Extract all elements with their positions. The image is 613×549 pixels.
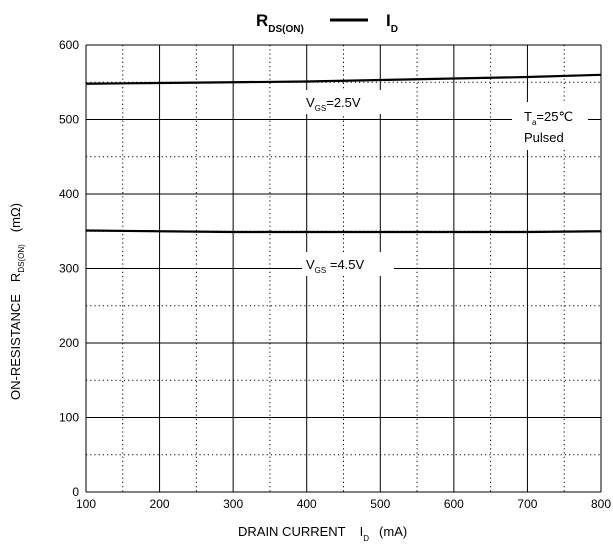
title-right-sub: D [391, 24, 398, 35]
conditions-annotation: Ta=25℃ Pulsed [512, 102, 588, 150]
y-axis-label-symbol: R [8, 273, 23, 282]
series-label-value: =2.5V [326, 95, 361, 110]
y-tick-label: 600 [59, 38, 79, 52]
title-left-main: R [256, 11, 268, 30]
title-right-main: I [386, 11, 391, 30]
series-line-2 [85, 229, 602, 234]
series-label-bg [302, 90, 398, 114]
series-label-main: V [306, 95, 315, 110]
series-label-bg [302, 252, 394, 276]
ta-main: T [524, 109, 532, 124]
svg-text:RDS(ON): RDS(ON) [256, 11, 304, 35]
x-tick-label: 200 [150, 497, 170, 511]
pulsed-label: Pulsed [524, 130, 564, 145]
x-tick-label: 400 [297, 497, 317, 511]
conditions-bg [512, 102, 588, 150]
y-tick-label: 100 [59, 411, 79, 425]
svg-text:VGS =4.5V: VGS =4.5V [306, 257, 365, 275]
x-axis-label: DRAIN CURRENT ID (mA) [238, 524, 407, 543]
x-tick-label: 100 [76, 497, 96, 511]
x-tick-label: 800 [591, 497, 611, 511]
series-group [85, 73, 602, 234]
series-label-main: V [306, 257, 315, 272]
y-tick-label: 500 [59, 113, 79, 127]
series-label-sub: GS [315, 104, 327, 113]
x-tick-label: 600 [444, 497, 464, 511]
x-axis-label-unit: (mA) [379, 524, 407, 539]
svg-text:VGS=2.5V: VGS=2.5V [306, 95, 361, 113]
y-axis-label: ON-RESISTANCE RDS(ON) (mΩ) [8, 203, 26, 400]
y-tick-label: 0 [72, 485, 79, 499]
series-label-sub: GS [315, 266, 327, 275]
svg-text:ID: ID [386, 11, 398, 35]
y-axis-label-main: ON-RESISTANCE [8, 294, 23, 400]
x-tick-label: 700 [517, 497, 537, 511]
x-axis-label-main: DRAIN CURRENT [238, 524, 346, 539]
x-tick-label: 500 [370, 497, 390, 511]
y-tick-label: 400 [59, 187, 79, 201]
chart-title: RDS(ON) ID [256, 11, 398, 35]
y-axis-label-unit: (mΩ) [8, 203, 23, 232]
tick-labels: 100 200 300 400 500 600 700 8000100200300400500… [59, 38, 611, 511]
series-label-vgs-4-5: VGS =4.5V [302, 252, 394, 276]
y-axis-label-symbol-sub: DS(ON) [17, 244, 26, 273]
series-label-value: =4.5V [326, 257, 364, 272]
ta-sub: a [532, 118, 537, 127]
series-label-vgs-2-5: VGS=2.5V [302, 90, 398, 114]
svg-text:Ta=25℃: Ta=25℃ [524, 109, 573, 127]
title-left-sub: DS(ON) [268, 24, 304, 35]
x-axis-label-symbol: I [360, 524, 364, 539]
x-axis-label-symbol-sub: D [363, 534, 369, 543]
ta-value: =25℃ [536, 109, 573, 124]
y-tick-label: 200 [59, 336, 79, 350]
x-tick-label: 300 [223, 497, 243, 511]
series-line-1 [85, 73, 602, 85]
y-tick-label: 300 [59, 262, 79, 276]
